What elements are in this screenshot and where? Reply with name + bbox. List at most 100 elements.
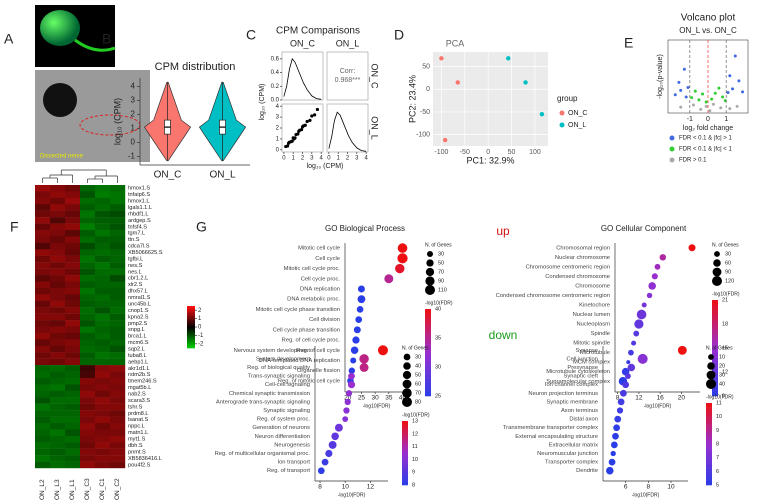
category-label: System development — [256, 356, 311, 362]
size-legend-dot — [402, 370, 412, 380]
colorbar-segment — [706, 452, 712, 457]
heatmap-cell — [95, 185, 111, 192]
x-tick-label: 0 — [486, 149, 490, 156]
colorbar-segment — [425, 387, 431, 392]
point — [308, 118, 312, 122]
colorbar-segment — [187, 313, 195, 315]
point — [693, 89, 697, 93]
heatmap-cell — [65, 223, 81, 231]
point — [442, 137, 448, 143]
colorbar-segment — [402, 469, 408, 473]
heatmap-cell — [65, 358, 81, 366]
heatmap-cell — [95, 294, 111, 301]
dot — [654, 263, 661, 270]
chart-title: CPM Comparisons — [276, 26, 360, 37]
heatmap-cell — [35, 339, 51, 346]
row-label: aebp1.L — [128, 359, 148, 365]
colorbar-label: 0 — [198, 325, 202, 331]
panel-label: B — [102, 31, 111, 47]
heatmap-cell — [80, 249, 96, 256]
heatmap-cell — [80, 352, 96, 359]
panel-label: F — [10, 219, 19, 235]
colorbar-segment — [706, 407, 712, 412]
heatmap-cell — [65, 255, 81, 263]
row-label: nmral1.S — [128, 295, 151, 301]
size-legend-dot — [425, 267, 435, 277]
colorbar-segment — [187, 343, 195, 346]
category-label: Extracellular matrix — [549, 442, 598, 448]
dot — [648, 282, 656, 290]
heatmap-cell — [65, 236, 81, 244]
category-label: Reg. of multicellular organismal proc. — [215, 451, 311, 457]
size-legend-dot — [708, 354, 714, 360]
heatmap-cell — [35, 384, 51, 392]
category-label: Chromosome centromeric region — [526, 264, 610, 270]
dot — [348, 372, 355, 380]
heatmap-cell — [65, 242, 81, 250]
point — [686, 85, 690, 89]
dot — [634, 319, 644, 329]
size-legend-label: 30 — [725, 251, 731, 257]
x-tick-label: 30 — [372, 395, 380, 402]
panel-label: D — [394, 27, 404, 43]
colorbar-segment — [187, 325, 195, 328]
size-legend-dot — [402, 397, 412, 407]
heatmap-cell — [65, 249, 81, 256]
heatmap-cell — [50, 448, 66, 456]
heatmap-cell — [50, 371, 66, 379]
category-label: Cell junction — [566, 356, 598, 362]
colorbar-label: -2 — [198, 341, 204, 347]
row-label: tshr.S — [128, 404, 143, 410]
colorbar-segment — [187, 341, 195, 343]
colorbar-segment — [712, 314, 718, 320]
dot — [348, 367, 356, 374]
category-label: Microtubule — [580, 350, 610, 356]
size-legend-dot — [427, 251, 433, 257]
y-tick-label: 4 — [131, 82, 136, 91]
y-tick-label: 2 — [131, 110, 136, 119]
heatmap-cell — [65, 262, 81, 269]
row-label: tnfsf4.S — [128, 224, 147, 230]
colorbar-label: 10 — [716, 414, 722, 420]
size-legend-dot — [402, 388, 412, 398]
heatmap-cell — [110, 197, 126, 205]
chart-title: GO Biological Process — [325, 224, 405, 233]
colorbar-segment — [425, 317, 431, 323]
heatmap-cell — [65, 384, 81, 392]
y-tick-label: 0.4 — [271, 70, 280, 76]
color-legend-title: -log10(FDR) — [425, 300, 453, 306]
category-label: Supramolecular complex — [546, 379, 610, 385]
heatmap-cell — [50, 390, 66, 398]
size-legend-dot — [425, 276, 435, 286]
point — [737, 79, 741, 83]
heatmap-cell — [110, 268, 126, 276]
heatmap-cell — [50, 294, 66, 301]
heatmap-cell — [80, 313, 96, 321]
heatmap-cell — [95, 217, 111, 224]
y-axis-label: log₁₀ (CPM) — [112, 98, 122, 145]
point — [701, 92, 705, 96]
category-label: Axon terminus — [561, 408, 598, 414]
dot — [397, 253, 408, 264]
colorbar-segment — [187, 328, 195, 331]
row-label: xlr2.S — [128, 282, 143, 288]
dot — [606, 466, 614, 475]
x-tick-label: 2 — [346, 156, 350, 162]
category-label: Reg. of biological quality — [247, 365, 310, 371]
point — [728, 74, 732, 78]
row-label: dbh.S — [128, 443, 143, 449]
colorbar-segment — [706, 472, 712, 478]
heatmap-cell — [95, 422, 111, 430]
category-label: Condensed chromosome — [545, 274, 610, 280]
heatmap-cell — [80, 455, 96, 462]
heatmap-cell — [35, 281, 51, 289]
colorbar-segment — [706, 423, 712, 428]
colorbar-segment — [712, 333, 718, 339]
dot — [356, 306, 364, 313]
point — [285, 144, 290, 148]
heatmap-cell — [110, 377, 126, 385]
colorbar-segment — [402, 453, 408, 457]
x-tick-label: 20 — [678, 395, 686, 402]
dot — [334, 423, 343, 432]
colorbar-segment — [187, 315, 195, 318]
